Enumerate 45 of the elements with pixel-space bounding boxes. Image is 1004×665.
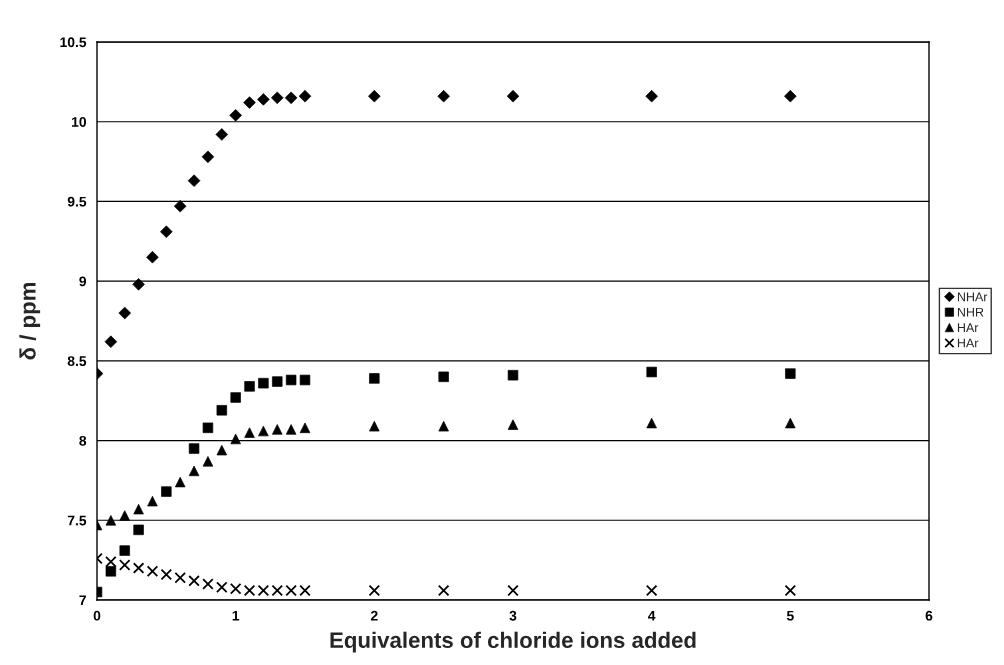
point — [784, 584, 797, 597]
x-axis-title: Equivalents of chloride ions added — [330, 631, 696, 653]
point — [132, 562, 145, 574]
point — [202, 578, 214, 590]
point — [105, 566, 117, 577]
legend-label: NHR — [957, 307, 984, 317]
point — [174, 571, 186, 584]
point — [118, 559, 131, 571]
y-tick-label: 9.5 — [67, 196, 87, 207]
legend-label: HAr — [957, 323, 979, 332]
point — [271, 584, 284, 597]
point — [438, 371, 449, 383]
x-tick-label: 0 — [93, 610, 101, 621]
y-tick-label: 10 — [72, 117, 87, 127]
point — [188, 575, 200, 587]
point — [229, 583, 242, 595]
point — [257, 584, 270, 597]
point — [146, 565, 159, 578]
x-tick-label: 6 — [925, 610, 933, 621]
point — [105, 555, 117, 568]
y-axis-title: δ / ppm — [19, 282, 41, 360]
point — [299, 584, 311, 597]
point — [507, 584, 519, 597]
point — [243, 584, 256, 597]
x-tick-label: 3 — [509, 610, 517, 621]
legend-label: HAr — [957, 338, 979, 348]
point — [645, 584, 658, 597]
point — [285, 374, 297, 386]
y-tick-label: 7 — [79, 595, 86, 606]
x-tick-label: 4 — [648, 610, 656, 621]
y-tick-label: 7.5 — [67, 515, 87, 526]
x-tick-label: 5 — [786, 610, 794, 621]
point — [216, 581, 228, 594]
y-tick-label: 8 — [79, 435, 87, 446]
y-tick-label: 9 — [79, 276, 87, 287]
y-tick-label: 8.5 — [67, 356, 87, 367]
point — [285, 584, 297, 597]
x-tick-label: 2 — [370, 610, 378, 621]
legend-label: NHAr — [957, 292, 988, 302]
point — [646, 366, 657, 378]
point — [160, 568, 173, 581]
x-tick-label: 1 — [232, 610, 240, 621]
point — [368, 584, 381, 597]
point — [437, 584, 450, 597]
y-tick-label: 10.5 — [60, 37, 87, 48]
